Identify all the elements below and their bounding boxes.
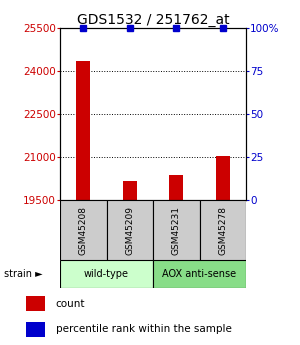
- Bar: [26, 296, 45, 311]
- Bar: [106, 200, 153, 260]
- Bar: [123, 180, 137, 200]
- Text: strain ►: strain ►: [4, 269, 43, 279]
- Text: GSM45278: GSM45278: [218, 206, 227, 255]
- Text: wild-type: wild-type: [84, 269, 129, 279]
- Text: GSM45209: GSM45209: [125, 206, 134, 255]
- Title: GDS1532 / 251762_at: GDS1532 / 251762_at: [77, 12, 229, 27]
- Text: GSM45208: GSM45208: [79, 206, 88, 255]
- Bar: [153, 200, 200, 260]
- Bar: [76, 61, 90, 200]
- Bar: [153, 260, 246, 288]
- Bar: [200, 200, 246, 260]
- Bar: [26, 322, 45, 337]
- Bar: [60, 260, 153, 288]
- Text: AOX anti-sense: AOX anti-sense: [162, 269, 237, 279]
- Bar: [216, 156, 230, 200]
- Text: GSM45231: GSM45231: [172, 206, 181, 255]
- Bar: [60, 200, 106, 260]
- Bar: [169, 175, 183, 200]
- Text: count: count: [56, 299, 85, 309]
- Text: percentile rank within the sample: percentile rank within the sample: [56, 324, 231, 334]
